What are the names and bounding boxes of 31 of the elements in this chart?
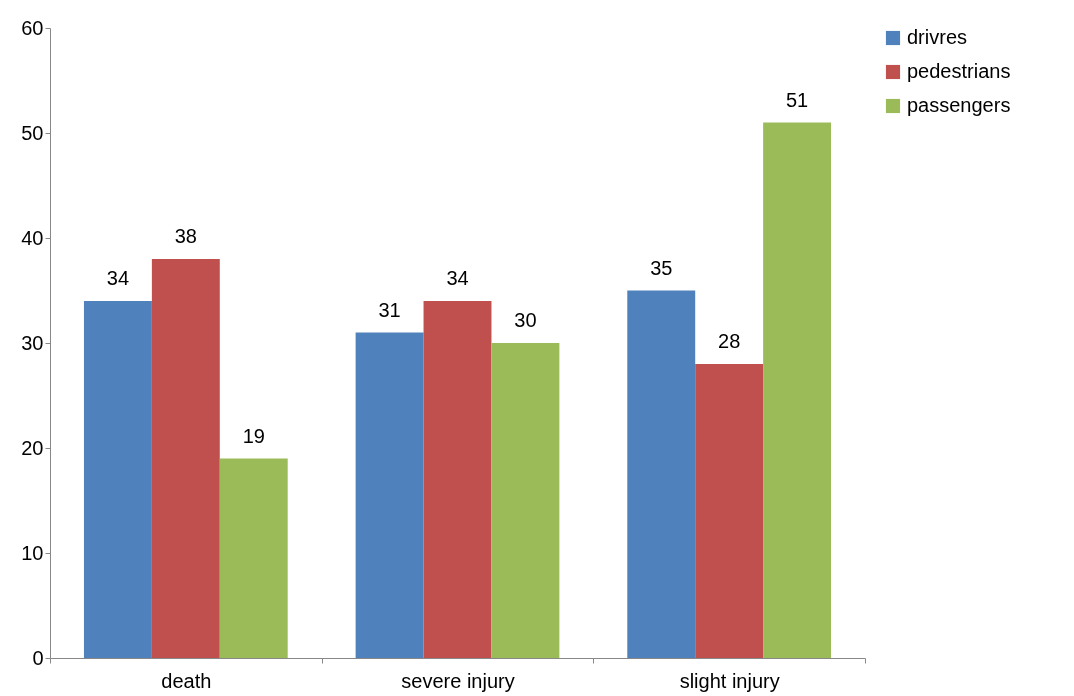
data-label: 34 — [446, 267, 469, 289]
x-tick-label: death — [161, 669, 212, 692]
x-tick-label: severe injury — [401, 669, 515, 692]
bar — [83, 301, 152, 658]
bar — [491, 343, 560, 658]
data-label: 35 — [650, 256, 673, 279]
y-tick-label: 40 — [21, 226, 44, 249]
data-label: 31 — [378, 298, 401, 321]
y-tick-label: 50 — [21, 121, 44, 144]
x-tick-label: slight injury — [679, 669, 780, 692]
data-label: 38 — [174, 225, 197, 247]
bar — [627, 290, 696, 658]
bar — [423, 301, 492, 658]
data-label: 34 — [106, 267, 130, 289]
y-tick-label: 60 — [21, 16, 44, 39]
bar — [695, 364, 764, 658]
bar — [355, 332, 424, 658]
y-tick-label: 30 — [21, 331, 44, 354]
legend-label: passengers — [907, 94, 1011, 116]
bar — [151, 259, 220, 658]
bar — [763, 122, 832, 658]
legend-label: pedestrians — [907, 60, 1011, 82]
y-tick-label: 10 — [21, 541, 44, 564]
data-label: 51 — [785, 88, 809, 111]
data-label: 30 — [514, 309, 537, 331]
y-tick-label: 0 — [32, 646, 44, 669]
legend-label: drivres — [907, 26, 968, 48]
data-label: 28 — [718, 330, 741, 352]
bar — [219, 458, 288, 658]
y-tick-label: 20 — [21, 436, 44, 459]
data-label: 19 — [242, 424, 265, 447]
